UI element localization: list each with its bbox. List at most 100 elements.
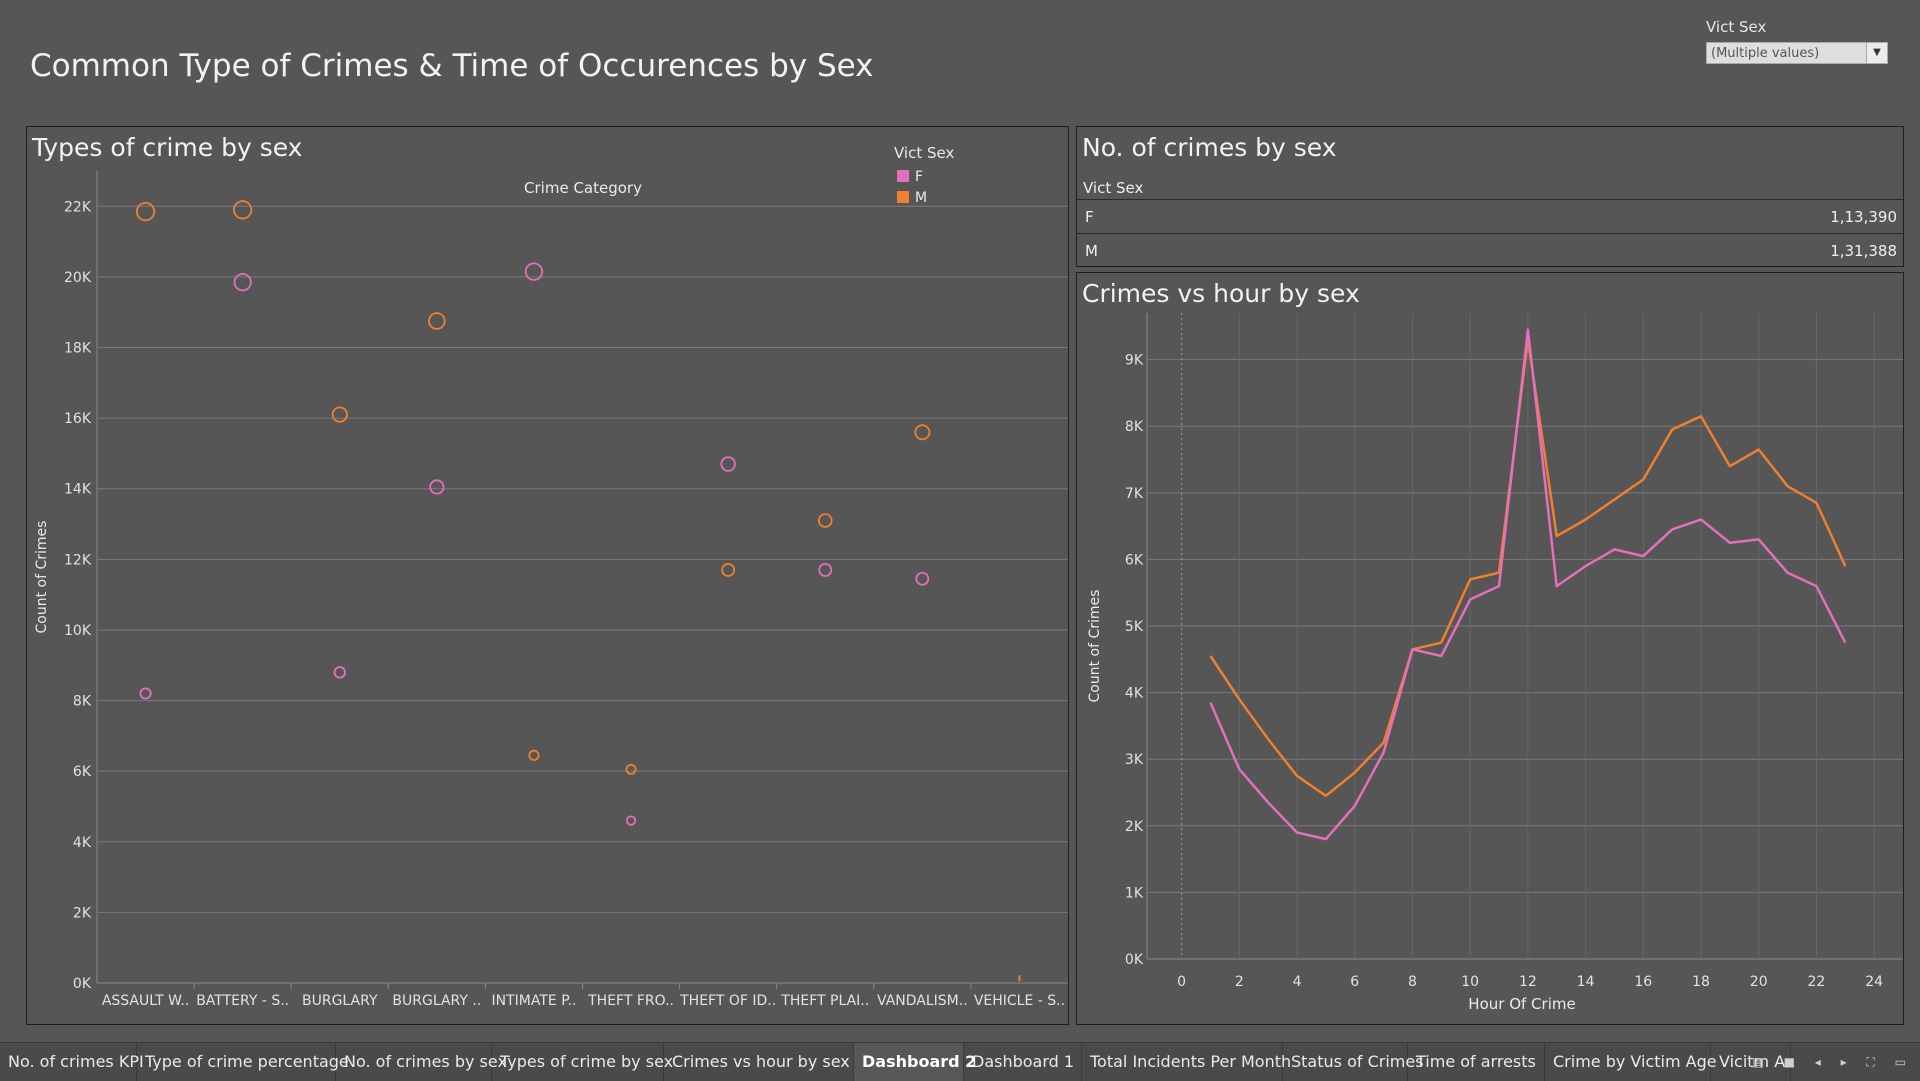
scatter-chart: Crime Category Count of Crimes 0K 2K 4K 6K 8… [34,144,1068,1009]
scatter-point-f [233,273,252,292]
y-tick-label: 0K [1125,952,1144,968]
sheet-tab[interactable]: Dashboard 1 [964,1043,1082,1081]
y-tick-label: 2K [73,905,92,921]
kpi-row-m[interactable]: M 1,31,388 [1077,233,1903,266]
y-tick-label: 4K [1125,686,1144,702]
x-tick-label: 24 [1865,974,1883,990]
y-tick-label: 14K [64,482,92,498]
filter-dropdown[interactable]: (Multiple values) ▼ [1706,42,1888,64]
sheet-tab[interactable]: Crime by Victim Age [1545,1043,1717,1081]
x-tick-label: BATTERY - S.. [196,993,289,1009]
panel-title: Types of crime by sex [32,133,303,162]
x-tick-label: 4 [1293,974,1302,990]
navigation-icons[interactable]: ▤ ■ ◂ ▸ ⛶ ▭ [1752,1055,1914,1069]
scatter-point-m [331,406,348,423]
y-tick-label: 16K [64,411,92,427]
sheet-tab[interactable]: Status of Crimes [1283,1043,1424,1081]
x-tick-label: 10 [1461,974,1479,990]
kpi-value: 1,13,390 [1830,208,1897,226]
scatter-point-m [428,312,446,330]
panel-title: Crimes vs hour by sex [1082,279,1360,308]
y-axis-label: Count of Crimes [1087,590,1103,703]
scatter-point-f [333,666,346,679]
sheet-tab[interactable]: Total Incidents Per Month [1082,1043,1291,1081]
vict-sex-filter[interactable]: Vict Sex (Multiple values) ▼ [1706,18,1892,64]
kpi-value: 1,31,388 [1830,242,1897,260]
legend-label-f: F [915,169,923,185]
kpi-key: M [1085,242,1098,260]
scatter-point-f [429,479,445,495]
scatter-point-m [233,200,253,220]
y-tick-label: 8K [1125,419,1144,435]
y-tick-label: 5K [1125,619,1144,635]
y-axis-label: Count of Crimes [34,521,50,634]
x-tick-label: VEHICLE - S.. [974,993,1065,1009]
scatter-point-f [625,815,637,826]
sheet-tab[interactable]: Vicitm A [1711,1043,1791,1081]
sheet-tab[interactable]: No. of crimes KPI [0,1043,144,1081]
x-tick-label: 18 [1692,974,1710,990]
legend: Vict Sex FM [894,144,954,206]
x-tick-label: 14 [1577,974,1595,990]
chevron-down-icon[interactable]: ▼ [1866,43,1887,63]
filter-label: Vict Sex [1706,18,1767,36]
scatter-point-m [817,513,833,528]
scatter-point-m [914,424,931,441]
y-tick-label: 6K [73,764,92,780]
x-axis-label: Hour Of Crime [1468,995,1575,1013]
sheet-tab[interactable]: Type of crime percentage [137,1043,349,1081]
scatter-point-f [720,456,736,472]
scatter-point-f [818,562,833,577]
scatter-point-m [135,202,156,222]
x-tick-label: 2 [1235,974,1244,990]
y-tick-label: 18K [64,341,92,357]
kpi-key: F [1085,208,1094,226]
sheet-tab-bar: Vicitm A Crime by Victim Age Time of arres… [0,1042,1920,1081]
y-tick-label: 2K [1125,819,1144,835]
y-tick-label: 7K [1125,486,1144,502]
x-tick-label: BURGLARY [302,993,378,1009]
line-series-f [1209,328,1847,841]
y-tick-label: 9K [1125,353,1144,369]
x-tick-label: 8 [1408,974,1417,990]
kpi-panel: No. of crimes by sex Vict Sex F 1,13,390… [1076,126,1904,267]
y-tick-label: 1K [1125,885,1144,901]
scatter-point-f [139,687,152,700]
x-tick-label: 6 [1350,974,1359,990]
y-tick-label: 4K [73,835,92,851]
x-tick-label: ASSAULT W.. [102,993,189,1009]
legend-swatch-m [897,191,909,203]
x-tick-label: 16 [1634,974,1652,990]
kpi-header: Vict Sex [1083,179,1144,197]
legend-swatch-f [897,170,909,182]
sheet-tab[interactable]: Dashboard 2 [854,1043,976,1081]
y-tick-label: 12K [64,552,92,568]
scatter-point-m [625,763,637,775]
x-tick-label: INTIMATE P.. [492,993,577,1009]
legend-title: Vict Sex [894,144,954,162]
scatter-point-f [915,571,930,586]
x-tick-label: 12 [1519,974,1537,990]
sheet-tab[interactable]: Types of crime by sex [492,1043,673,1081]
x-tick-label: THEFT PLAI.. [780,993,869,1009]
x-tick-label: 0 [1177,974,1186,990]
sheet-tab[interactable]: Time of arrests [1408,1043,1545,1081]
y-tick-label: 3K [1125,752,1144,768]
sheet-tab[interactable]: Crimes vs hour by sex [664,1043,854,1081]
types-of-crime-panel: Types of crime by sex Crime Category Cou… [26,126,1069,1025]
x-tick-label: THEFT FRO.. [587,993,674,1009]
filter-value: (Multiple values) [1711,46,1820,61]
scatter-point-m [1018,975,1021,982]
legend-label-m: M [915,190,927,206]
y-tick-label: 0K [73,976,92,992]
panel-title: No. of crimes by sex [1082,133,1337,162]
x-tick-label: 20 [1750,974,1768,990]
y-tick-label: 20K [64,270,92,286]
scatter-point-m [721,562,736,577]
x-tick-label: THEFT OF ID.. [679,993,776,1009]
x-tick-label: VANDALISM.. [877,993,968,1009]
sheet-tab[interactable]: No. of crimes by sex [336,1043,507,1081]
kpi-row-f[interactable]: F 1,13,390 [1077,199,1903,232]
scatter-point-f [524,262,544,281]
y-tick-label: 10K [64,623,92,639]
